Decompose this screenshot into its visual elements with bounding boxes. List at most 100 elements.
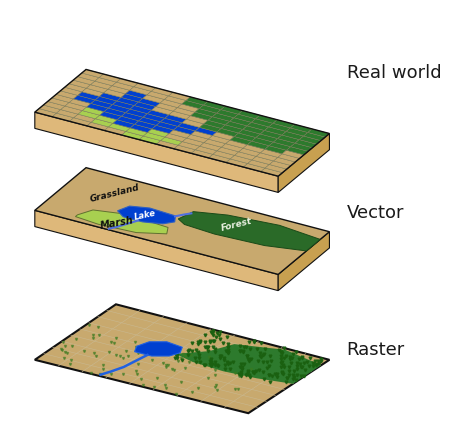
- Polygon shape: [221, 144, 243, 153]
- Polygon shape: [226, 160, 248, 168]
- Polygon shape: [156, 123, 178, 131]
- Polygon shape: [112, 83, 134, 91]
- Polygon shape: [116, 79, 138, 87]
- Polygon shape: [78, 74, 99, 82]
- Polygon shape: [35, 211, 278, 291]
- Polygon shape: [204, 140, 226, 148]
- Polygon shape: [143, 115, 165, 123]
- Polygon shape: [178, 105, 199, 113]
- Polygon shape: [99, 94, 121, 102]
- Text: Real world: Real world: [347, 63, 441, 81]
- Polygon shape: [256, 116, 277, 124]
- Polygon shape: [282, 151, 304, 159]
- Polygon shape: [230, 137, 252, 145]
- Polygon shape: [143, 133, 165, 141]
- Polygon shape: [234, 115, 256, 123]
- Polygon shape: [260, 131, 282, 139]
- Polygon shape: [169, 93, 190, 101]
- Polygon shape: [195, 128, 217, 136]
- Polygon shape: [199, 106, 221, 114]
- Polygon shape: [156, 141, 178, 150]
- Polygon shape: [179, 212, 320, 251]
- Polygon shape: [113, 102, 134, 110]
- Polygon shape: [161, 119, 182, 127]
- Polygon shape: [191, 150, 213, 158]
- Polygon shape: [178, 142, 200, 150]
- Polygon shape: [261, 169, 283, 177]
- Polygon shape: [61, 107, 82, 115]
- Text: Forest: Forest: [219, 216, 252, 233]
- Polygon shape: [187, 135, 208, 143]
- Polygon shape: [204, 121, 226, 129]
- Polygon shape: [286, 147, 308, 155]
- Polygon shape: [104, 109, 126, 117]
- Polygon shape: [235, 153, 256, 161]
- Polygon shape: [156, 104, 178, 112]
- Polygon shape: [90, 82, 112, 90]
- Polygon shape: [35, 305, 329, 413]
- Polygon shape: [252, 138, 273, 147]
- Polygon shape: [35, 168, 329, 275]
- Polygon shape: [165, 115, 187, 124]
- Polygon shape: [122, 132, 143, 140]
- Polygon shape: [165, 134, 187, 142]
- Polygon shape: [87, 123, 109, 131]
- Polygon shape: [109, 124, 130, 132]
- Polygon shape: [104, 90, 125, 98]
- Polygon shape: [174, 146, 195, 154]
- Polygon shape: [82, 89, 104, 97]
- Polygon shape: [113, 121, 135, 129]
- Polygon shape: [212, 114, 234, 122]
- Polygon shape: [69, 100, 91, 108]
- Polygon shape: [265, 165, 287, 173]
- Polygon shape: [230, 156, 252, 164]
- Polygon shape: [147, 111, 169, 119]
- Polygon shape: [238, 111, 260, 119]
- Polygon shape: [244, 164, 265, 172]
- Polygon shape: [95, 78, 116, 86]
- Polygon shape: [209, 155, 230, 163]
- Polygon shape: [182, 101, 203, 109]
- Polygon shape: [230, 118, 252, 127]
- Polygon shape: [100, 112, 122, 121]
- Polygon shape: [299, 137, 321, 145]
- Text: Lake: Lake: [134, 208, 157, 222]
- Polygon shape: [73, 78, 95, 86]
- Polygon shape: [217, 148, 239, 156]
- Polygon shape: [191, 132, 212, 140]
- Polygon shape: [87, 104, 108, 112]
- Polygon shape: [147, 92, 169, 100]
- Text: Marsh: Marsh: [99, 215, 135, 230]
- Polygon shape: [169, 112, 191, 120]
- Polygon shape: [278, 134, 329, 193]
- Polygon shape: [278, 155, 300, 163]
- Polygon shape: [195, 147, 217, 155]
- Polygon shape: [169, 131, 191, 139]
- Polygon shape: [91, 101, 113, 109]
- Polygon shape: [134, 84, 155, 92]
- Polygon shape: [122, 113, 143, 121]
- Polygon shape: [213, 151, 235, 160]
- Polygon shape: [139, 137, 161, 145]
- Polygon shape: [43, 102, 65, 110]
- Polygon shape: [35, 109, 57, 118]
- Polygon shape: [273, 139, 295, 147]
- Polygon shape: [52, 95, 73, 103]
- Polygon shape: [130, 87, 151, 96]
- Polygon shape: [208, 118, 230, 126]
- Polygon shape: [217, 129, 238, 137]
- Polygon shape: [252, 119, 273, 128]
- Polygon shape: [96, 116, 117, 124]
- Polygon shape: [130, 125, 152, 133]
- Polygon shape: [118, 207, 176, 224]
- Polygon shape: [200, 143, 221, 151]
- Polygon shape: [151, 89, 173, 97]
- Polygon shape: [273, 121, 295, 129]
- Polygon shape: [291, 144, 312, 152]
- Polygon shape: [78, 92, 99, 101]
- Polygon shape: [35, 113, 278, 193]
- Polygon shape: [56, 92, 78, 100]
- Polygon shape: [126, 110, 147, 118]
- Polygon shape: [295, 140, 317, 148]
- Polygon shape: [78, 111, 100, 119]
